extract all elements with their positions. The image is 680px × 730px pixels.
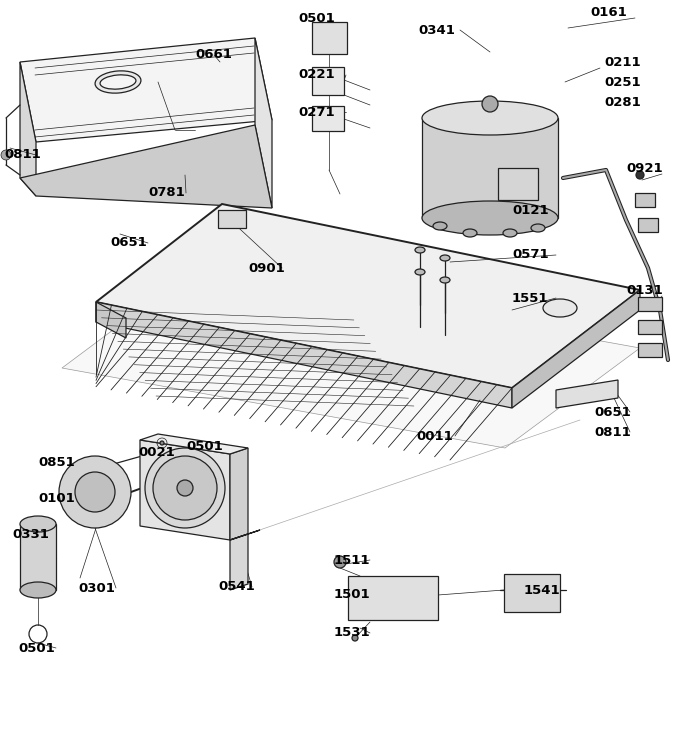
Text: 0101: 0101 bbox=[38, 491, 75, 504]
FancyBboxPatch shape bbox=[312, 67, 344, 95]
Text: 1501: 1501 bbox=[334, 588, 371, 601]
Circle shape bbox=[1, 150, 11, 160]
Polygon shape bbox=[20, 38, 272, 142]
Text: 1541: 1541 bbox=[524, 583, 560, 596]
Ellipse shape bbox=[463, 229, 477, 237]
Ellipse shape bbox=[20, 516, 56, 532]
Ellipse shape bbox=[531, 224, 545, 232]
Polygon shape bbox=[20, 62, 36, 196]
Text: 0221: 0221 bbox=[298, 69, 335, 82]
Text: 0501: 0501 bbox=[298, 12, 335, 25]
Polygon shape bbox=[96, 302, 126, 338]
Text: 0851: 0851 bbox=[38, 456, 75, 469]
FancyBboxPatch shape bbox=[504, 574, 560, 612]
FancyBboxPatch shape bbox=[218, 210, 246, 228]
FancyBboxPatch shape bbox=[638, 218, 658, 232]
Circle shape bbox=[75, 472, 115, 512]
Text: 0251: 0251 bbox=[604, 75, 641, 88]
FancyBboxPatch shape bbox=[498, 168, 538, 200]
Text: 1531: 1531 bbox=[334, 626, 371, 639]
Polygon shape bbox=[230, 530, 260, 540]
FancyBboxPatch shape bbox=[348, 576, 438, 620]
Text: 0211: 0211 bbox=[604, 55, 641, 69]
Text: 0501: 0501 bbox=[186, 439, 223, 453]
Circle shape bbox=[636, 171, 644, 179]
Circle shape bbox=[59, 456, 131, 528]
Text: 0121: 0121 bbox=[512, 204, 549, 217]
Text: 0021: 0021 bbox=[138, 447, 175, 459]
Ellipse shape bbox=[503, 229, 517, 237]
Ellipse shape bbox=[100, 75, 136, 89]
FancyBboxPatch shape bbox=[312, 22, 347, 54]
Polygon shape bbox=[255, 38, 272, 208]
Text: 0811: 0811 bbox=[4, 148, 41, 161]
Ellipse shape bbox=[20, 582, 56, 598]
Ellipse shape bbox=[415, 247, 425, 253]
Text: 0271: 0271 bbox=[298, 106, 335, 118]
Circle shape bbox=[153, 456, 217, 520]
Text: 0341: 0341 bbox=[418, 23, 455, 36]
Polygon shape bbox=[140, 440, 230, 540]
Circle shape bbox=[334, 556, 346, 568]
Text: 0651: 0651 bbox=[110, 237, 147, 250]
Circle shape bbox=[352, 635, 358, 641]
Text: 0501: 0501 bbox=[18, 642, 55, 655]
Text: 0011: 0011 bbox=[416, 429, 453, 442]
Circle shape bbox=[177, 480, 193, 496]
Polygon shape bbox=[230, 448, 248, 540]
Ellipse shape bbox=[440, 277, 450, 283]
Text: 0541: 0541 bbox=[218, 580, 255, 593]
Text: 0811: 0811 bbox=[594, 426, 631, 439]
Polygon shape bbox=[20, 524, 56, 590]
Text: 0281: 0281 bbox=[604, 96, 641, 109]
Ellipse shape bbox=[433, 222, 447, 230]
Text: 0571: 0571 bbox=[512, 248, 549, 261]
Polygon shape bbox=[556, 380, 618, 408]
Ellipse shape bbox=[543, 299, 577, 317]
Text: 0331: 0331 bbox=[12, 528, 49, 540]
Text: 0131: 0131 bbox=[626, 283, 663, 296]
Text: 0901: 0901 bbox=[248, 261, 285, 274]
Circle shape bbox=[160, 441, 164, 445]
Circle shape bbox=[482, 96, 498, 112]
Circle shape bbox=[145, 448, 225, 528]
Polygon shape bbox=[512, 290, 640, 408]
Text: 0781: 0781 bbox=[148, 186, 185, 199]
FancyBboxPatch shape bbox=[638, 343, 662, 357]
Ellipse shape bbox=[95, 71, 141, 93]
Text: 0301: 0301 bbox=[78, 582, 115, 594]
Polygon shape bbox=[422, 118, 558, 218]
Polygon shape bbox=[140, 434, 248, 454]
FancyBboxPatch shape bbox=[638, 297, 662, 311]
Ellipse shape bbox=[440, 255, 450, 261]
FancyBboxPatch shape bbox=[312, 106, 344, 131]
Text: 0651: 0651 bbox=[594, 405, 631, 418]
Polygon shape bbox=[20, 125, 272, 208]
Text: 1551: 1551 bbox=[512, 291, 549, 304]
Polygon shape bbox=[62, 268, 640, 448]
FancyBboxPatch shape bbox=[635, 193, 655, 207]
Text: 0661: 0661 bbox=[195, 48, 232, 61]
Text: 0921: 0921 bbox=[626, 161, 662, 174]
Ellipse shape bbox=[422, 201, 558, 235]
Polygon shape bbox=[230, 534, 248, 590]
Text: 0161: 0161 bbox=[590, 6, 627, 18]
Polygon shape bbox=[96, 302, 512, 408]
Ellipse shape bbox=[422, 101, 558, 135]
Ellipse shape bbox=[415, 269, 425, 275]
FancyBboxPatch shape bbox=[638, 320, 662, 334]
Text: 1511: 1511 bbox=[334, 553, 371, 566]
Polygon shape bbox=[96, 204, 640, 388]
